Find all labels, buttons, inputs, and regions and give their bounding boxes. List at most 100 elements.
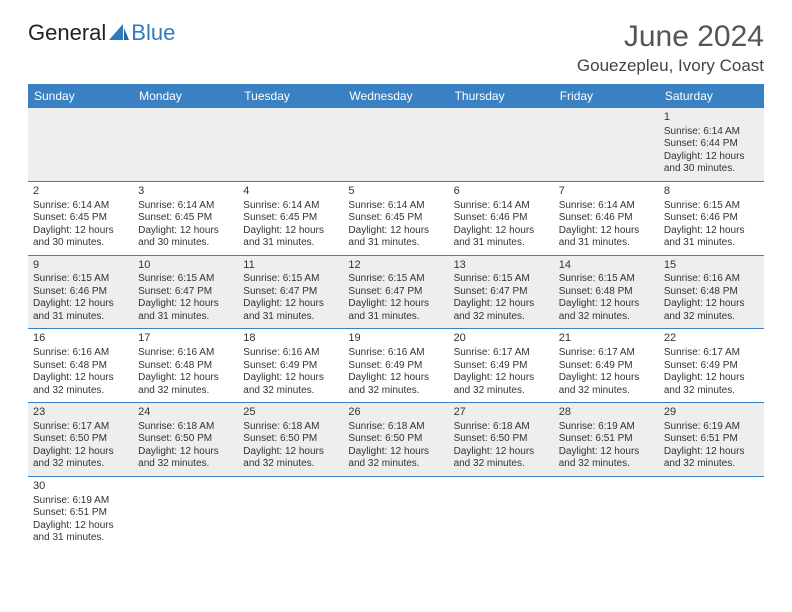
sunrise-text: Sunrise: 6:17 AM	[559, 347, 654, 360]
daylight-text: and 32 minutes.	[559, 311, 654, 324]
calendar-cell: 27Sunrise: 6:18 AMSunset: 6:50 PMDayligh…	[449, 403, 554, 477]
day-header: Wednesday	[343, 84, 448, 108]
calendar-cell: 13Sunrise: 6:15 AMSunset: 6:47 PMDayligh…	[449, 255, 554, 329]
day-header: Saturday	[659, 84, 764, 108]
sunrise-text: Sunrise: 6:16 AM	[243, 347, 338, 360]
day-number: 16	[33, 332, 128, 346]
sunset-text: Sunset: 6:49 PM	[243, 360, 338, 373]
sunset-text: Sunset: 6:46 PM	[454, 212, 549, 225]
daylight-text: and 32 minutes.	[348, 385, 443, 398]
day-header: Tuesday	[238, 84, 343, 108]
sunset-text: Sunset: 6:51 PM	[664, 433, 759, 446]
sunset-text: Sunset: 6:46 PM	[33, 286, 128, 299]
daylight-text: Daylight: 12 hours	[348, 298, 443, 311]
sunrise-text: Sunrise: 6:16 AM	[138, 347, 233, 360]
calendar-cell: 12Sunrise: 6:15 AMSunset: 6:47 PMDayligh…	[343, 255, 448, 329]
day-number: 22	[664, 332, 759, 346]
day-number: 9	[33, 259, 128, 273]
calendar-row: 30Sunrise: 6:19 AMSunset: 6:51 PMDayligh…	[28, 476, 764, 549]
sunset-text: Sunset: 6:49 PM	[454, 360, 549, 373]
day-number: 18	[243, 332, 338, 346]
sunrise-text: Sunrise: 6:15 AM	[33, 273, 128, 286]
calendar-cell: 17Sunrise: 6:16 AMSunset: 6:48 PMDayligh…	[133, 329, 238, 403]
daylight-text: Daylight: 12 hours	[138, 372, 233, 385]
sunset-text: Sunset: 6:50 PM	[348, 433, 443, 446]
calendar-row: 9Sunrise: 6:15 AMSunset: 6:46 PMDaylight…	[28, 255, 764, 329]
daylight-text: Daylight: 12 hours	[559, 446, 654, 459]
day-number: 1	[664, 111, 759, 125]
daylight-text: and 31 minutes.	[243, 237, 338, 250]
daylight-text: Daylight: 12 hours	[559, 372, 654, 385]
sunrise-text: Sunrise: 6:14 AM	[33, 200, 128, 213]
brand-text-1: General	[28, 20, 106, 46]
day-number: 14	[559, 259, 654, 273]
calendar-cell: 23Sunrise: 6:17 AMSunset: 6:50 PMDayligh…	[28, 403, 133, 477]
daylight-text: and 32 minutes.	[664, 458, 759, 471]
calendar-cell: 19Sunrise: 6:16 AMSunset: 6:49 PMDayligh…	[343, 329, 448, 403]
daylight-text: and 32 minutes.	[664, 311, 759, 324]
day-number: 15	[664, 259, 759, 273]
sunrise-text: Sunrise: 6:15 AM	[348, 273, 443, 286]
sunrise-text: Sunrise: 6:18 AM	[348, 421, 443, 434]
daylight-text: Daylight: 12 hours	[33, 372, 128, 385]
sunset-text: Sunset: 6:48 PM	[664, 286, 759, 299]
sunrise-text: Sunrise: 6:19 AM	[33, 495, 128, 508]
sunrise-text: Sunrise: 6:14 AM	[243, 200, 338, 213]
sunset-text: Sunset: 6:47 PM	[243, 286, 338, 299]
daylight-text: and 31 minutes.	[33, 311, 128, 324]
day-number: 25	[243, 406, 338, 420]
daylight-text: Daylight: 12 hours	[243, 225, 338, 238]
calendar-cell: 25Sunrise: 6:18 AMSunset: 6:50 PMDayligh…	[238, 403, 343, 477]
day-number: 17	[138, 332, 233, 346]
daylight-text: and 31 minutes.	[138, 311, 233, 324]
daylight-text: Daylight: 12 hours	[348, 225, 443, 238]
sunset-text: Sunset: 6:47 PM	[138, 286, 233, 299]
calendar-cell	[133, 108, 238, 181]
calendar-cell: 11Sunrise: 6:15 AMSunset: 6:47 PMDayligh…	[238, 255, 343, 329]
calendar-cell: 5Sunrise: 6:14 AMSunset: 6:45 PMDaylight…	[343, 181, 448, 255]
daylight-text: Daylight: 12 hours	[138, 446, 233, 459]
daylight-text: and 32 minutes.	[138, 458, 233, 471]
day-header-row: Sunday Monday Tuesday Wednesday Thursday…	[28, 84, 764, 108]
daylight-text: Daylight: 12 hours	[559, 298, 654, 311]
sunset-text: Sunset: 6:46 PM	[664, 212, 759, 225]
day-number: 13	[454, 259, 549, 273]
sunrise-text: Sunrise: 6:15 AM	[138, 273, 233, 286]
sunrise-text: Sunrise: 6:14 AM	[454, 200, 549, 213]
daylight-text: and 32 minutes.	[559, 385, 654, 398]
daylight-text: and 32 minutes.	[243, 385, 338, 398]
sunset-text: Sunset: 6:48 PM	[559, 286, 654, 299]
sunset-text: Sunset: 6:49 PM	[348, 360, 443, 373]
day-header: Thursday	[449, 84, 554, 108]
sunrise-text: Sunrise: 6:15 AM	[664, 200, 759, 213]
sunrise-text: Sunrise: 6:14 AM	[138, 200, 233, 213]
calendar-cell	[238, 108, 343, 181]
sunset-text: Sunset: 6:48 PM	[33, 360, 128, 373]
brand-text-2: Blue	[131, 20, 175, 46]
day-number: 4	[243, 185, 338, 199]
daylight-text: and 31 minutes.	[559, 237, 654, 250]
sunrise-text: Sunrise: 6:14 AM	[559, 200, 654, 213]
daylight-text: Daylight: 12 hours	[664, 372, 759, 385]
daylight-text: Daylight: 12 hours	[454, 446, 549, 459]
calendar-cell	[28, 108, 133, 181]
sunset-text: Sunset: 6:51 PM	[559, 433, 654, 446]
daylight-text: Daylight: 12 hours	[664, 151, 759, 164]
calendar-table: Sunday Monday Tuesday Wednesday Thursday…	[28, 84, 764, 550]
sunset-text: Sunset: 6:45 PM	[243, 212, 338, 225]
daylight-text: Daylight: 12 hours	[664, 225, 759, 238]
calendar-cell: 2Sunrise: 6:14 AMSunset: 6:45 PMDaylight…	[28, 181, 133, 255]
calendar-cell: 26Sunrise: 6:18 AMSunset: 6:50 PMDayligh…	[343, 403, 448, 477]
day-number: 5	[348, 185, 443, 199]
calendar-cell: 21Sunrise: 6:17 AMSunset: 6:49 PMDayligh…	[554, 329, 659, 403]
daylight-text: and 32 minutes.	[33, 385, 128, 398]
daylight-text: and 32 minutes.	[138, 385, 233, 398]
daylight-text: and 32 minutes.	[243, 458, 338, 471]
brand-logo: General Blue	[28, 20, 175, 46]
sunset-text: Sunset: 6:45 PM	[348, 212, 443, 225]
daylight-text: and 31 minutes.	[454, 237, 549, 250]
calendar-cell	[133, 476, 238, 549]
calendar-row: 2Sunrise: 6:14 AMSunset: 6:45 PMDaylight…	[28, 181, 764, 255]
calendar-cell: 30Sunrise: 6:19 AMSunset: 6:51 PMDayligh…	[28, 476, 133, 549]
location: Gouezepleu, Ivory Coast	[577, 56, 764, 76]
